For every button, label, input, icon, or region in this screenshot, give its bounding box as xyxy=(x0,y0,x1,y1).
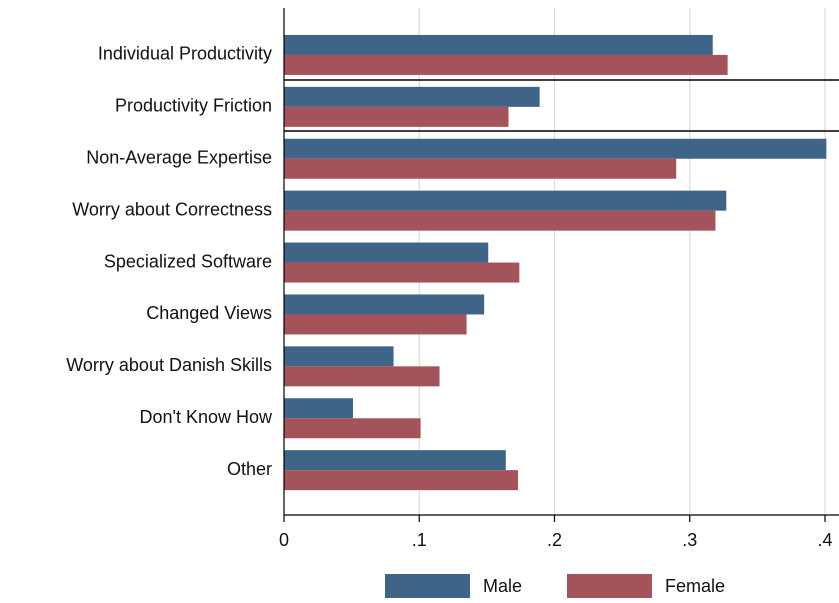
bars xyxy=(284,34,827,491)
bar xyxy=(284,346,394,367)
y-tick-label: Changed Views xyxy=(146,303,272,323)
bar xyxy=(284,450,506,471)
x-tick-label: .1 xyxy=(412,530,427,550)
legend-label: Female xyxy=(665,576,725,596)
y-tick-label: Other xyxy=(227,459,272,479)
y-tick-label: Worry about Danish Skills xyxy=(66,355,272,375)
bar xyxy=(284,470,518,491)
bar xyxy=(284,138,827,159)
bar xyxy=(284,262,520,283)
bar xyxy=(284,190,727,211)
bar xyxy=(284,210,716,231)
bar xyxy=(284,86,540,107)
y-tick-label: Worry about Correctness xyxy=(72,199,272,219)
y-tick-label: Individual Productivity xyxy=(98,44,272,64)
legend-swatch xyxy=(567,574,652,598)
bar xyxy=(284,54,728,75)
bar xyxy=(284,314,467,335)
bar xyxy=(284,34,713,55)
bar xyxy=(284,398,353,419)
bar xyxy=(284,294,485,315)
legend-label: Male xyxy=(483,576,522,596)
x-tick-label: .2 xyxy=(547,530,562,550)
x-tick-label: .3 xyxy=(682,530,697,550)
bar xyxy=(284,106,509,127)
x-tick-label: .4 xyxy=(817,530,832,550)
legend-swatch xyxy=(385,574,470,598)
y-tick-label: Non-Average Expertise xyxy=(86,148,272,168)
y-tick-label: Specialized Software xyxy=(104,251,272,271)
x-tick-label: 0 xyxy=(279,530,289,550)
bar xyxy=(284,242,489,263)
bar xyxy=(284,418,421,439)
y-tick-label: Productivity Friction xyxy=(115,96,272,116)
bar xyxy=(284,158,677,179)
y-tick-label: Don't Know How xyxy=(140,407,273,427)
bar xyxy=(284,366,440,387)
